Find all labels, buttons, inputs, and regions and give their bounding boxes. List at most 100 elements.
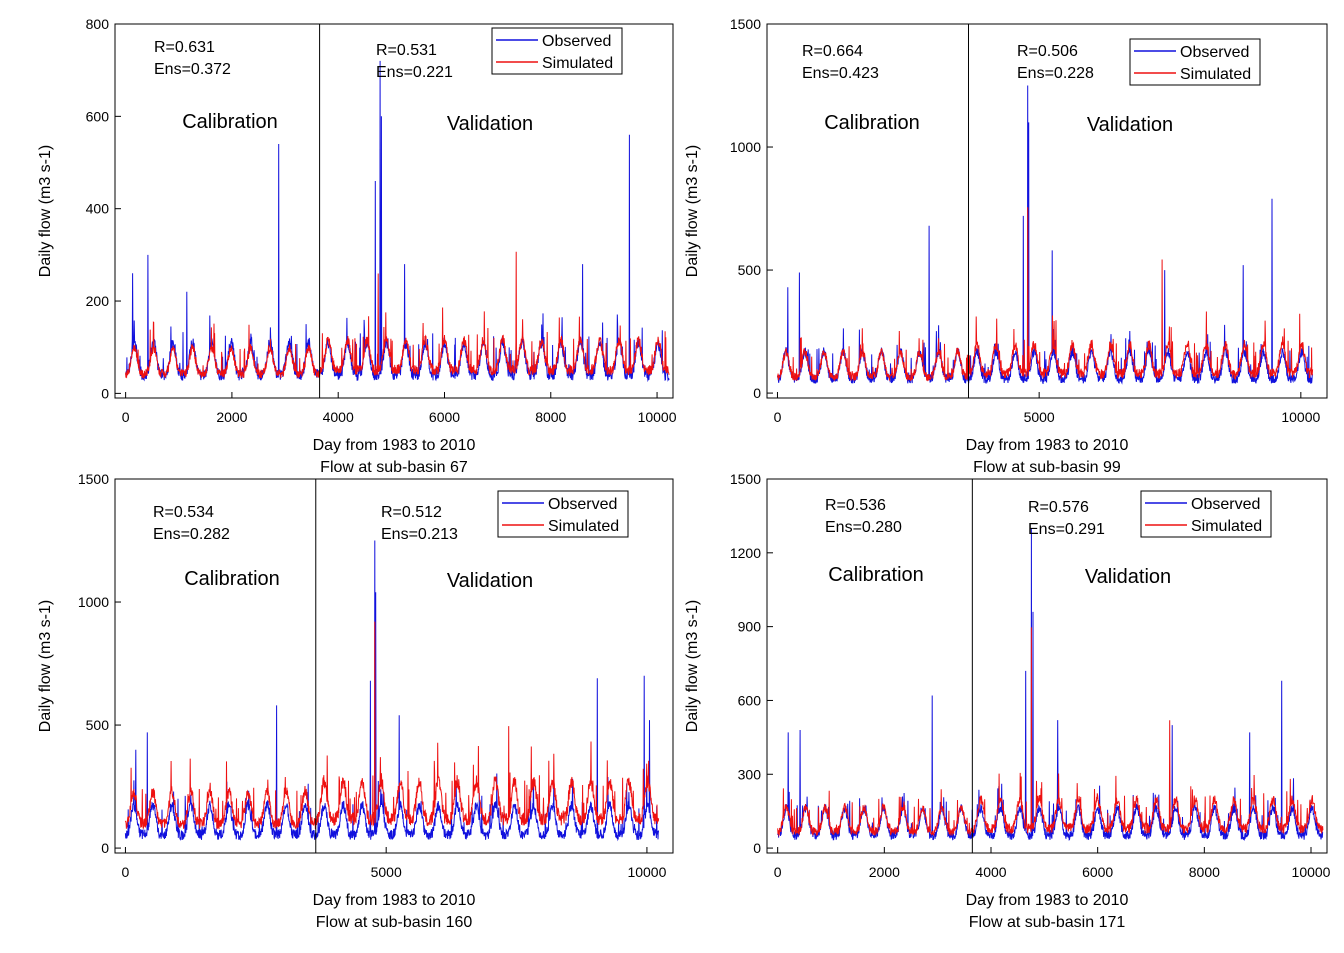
- x-tick-label: 10000: [638, 409, 677, 425]
- observed-series-line: [124, 540, 660, 842]
- y-axis-label: Daily flow (m3 s-1): [37, 600, 54, 732]
- legend-observed-label: Observed: [542, 33, 611, 50]
- legend: Observed Simulated: [491, 27, 623, 75]
- x-tick-label: 5000: [371, 864, 402, 880]
- calibration-label: Calibration: [828, 564, 924, 586]
- y-tick-label: 1000: [78, 594, 109, 610]
- x-tick-label: 6000: [429, 409, 460, 425]
- calibration-ens-stat: Ens=0.280: [825, 519, 902, 536]
- validation-r-stat: R=0.506: [1017, 43, 1078, 60]
- validation-r-stat: R=0.576: [1028, 499, 1089, 516]
- x-axis-label: Day from 1983 to 2010: [313, 437, 476, 454]
- x-tick-label: 10000: [1292, 864, 1331, 880]
- x-tick-label: 0: [774, 864, 782, 880]
- x-tick-label: 2000: [216, 409, 247, 425]
- validation-r-stat: R=0.531: [376, 42, 437, 59]
- calibration-label: Calibration: [824, 112, 920, 134]
- legend-observed-label: Observed: [1180, 44, 1249, 61]
- x-tick-label: 10000: [627, 864, 666, 880]
- y-tick-label: 0: [101, 385, 109, 401]
- plot-frame: [114, 478, 674, 854]
- y-tick-label: 300: [738, 766, 762, 782]
- calibration-r-stat: R=0.536: [825, 497, 886, 514]
- validation-ens-stat: Ens=0.291: [1028, 521, 1105, 538]
- calibration-label: Calibration: [182, 111, 278, 133]
- x-tick-label: 2000: [869, 864, 900, 880]
- calibration-ens-stat: Ens=0.282: [153, 526, 230, 543]
- legend: Observed Simulated: [1129, 38, 1261, 86]
- legend-box: [1129, 38, 1261, 86]
- y-tick-label: 1200: [730, 545, 761, 561]
- y-tick-label: 1000: [730, 139, 761, 155]
- y-tick-label: 900: [738, 619, 762, 635]
- chart-panel-4: 0 300 600 900 1200 1500 0 2000 4000 6000 8000 10000…: [684, 471, 1331, 931]
- calibration-r-stat: R=0.534: [153, 504, 214, 521]
- legend: Observed Simulated: [497, 490, 629, 538]
- calibration-ens-stat: Ens=0.372: [154, 61, 231, 78]
- legend-simulated-label: Simulated: [548, 518, 619, 535]
- y-tick-label: 400: [86, 201, 110, 217]
- calibration-r-stat: R=0.631: [154, 39, 215, 56]
- x-tick-label: 10000: [1281, 409, 1320, 425]
- x-tick-label: 0: [774, 409, 782, 425]
- calibration-ens-stat: Ens=0.423: [802, 65, 879, 82]
- x-tick-label: 4000: [975, 864, 1006, 880]
- x-tick-label: 8000: [535, 409, 566, 425]
- panel-caption: Flow at sub-basin 160: [316, 914, 473, 931]
- y-axis-label: Daily flow (m3 s-1): [684, 600, 701, 732]
- y-axis-label: Daily flow (m3 s-1): [684, 145, 701, 277]
- legend-simulated-label: Simulated: [542, 55, 613, 72]
- panel-caption: Flow at sub-basin 99: [973, 459, 1121, 476]
- legend-observed-label: Observed: [1191, 496, 1260, 513]
- x-tick-label: 0: [122, 864, 130, 880]
- x-tick-label: 5000: [1024, 409, 1055, 425]
- series-group: [125, 60, 670, 383]
- legend-observed-label: Observed: [548, 496, 617, 513]
- calibration-label: Calibration: [184, 568, 280, 590]
- y-tick-label: 200: [86, 293, 110, 309]
- validation-label: Validation: [1087, 114, 1173, 136]
- y-tick-label: 0: [753, 840, 761, 856]
- validation-ens-stat: Ens=0.221: [376, 64, 453, 81]
- panel-caption: Flow at sub-basin 67: [320, 459, 468, 476]
- legend-box: [1140, 490, 1272, 538]
- y-tick-label: 1500: [730, 471, 761, 487]
- legend-simulated-label: Simulated: [1191, 518, 1262, 535]
- y-tick-label: 0: [101, 840, 109, 856]
- y-axis-label: Daily flow (m3 s-1): [37, 145, 54, 277]
- y-tick-label: 800: [86, 16, 110, 32]
- x-tick-label: 8000: [1189, 864, 1220, 880]
- validation-ens-stat: Ens=0.213: [381, 526, 458, 543]
- simulated-series-line: [124, 621, 660, 830]
- y-tick-label: 1500: [78, 471, 109, 487]
- plot-frame: [766, 23, 1328, 399]
- x-axis-label: Day from 1983 to 2010: [313, 892, 476, 909]
- chart-panel-2: 0 500 1000 1500 0 5000 10000 Day from 1983 to 2…: [684, 16, 1328, 476]
- series-group: [777, 85, 1314, 385]
- observed-series-line: [777, 528, 1324, 841]
- validation-ens-stat: Ens=0.228: [1017, 65, 1094, 82]
- simulated-series-line: [777, 627, 1324, 837]
- x-tick-label: 0: [122, 409, 130, 425]
- legend: Observed Simulated: [1140, 490, 1272, 538]
- panel-caption: Flow at sub-basin 171: [969, 914, 1126, 931]
- x-axis-label: Day from 1983 to 2010: [966, 892, 1129, 909]
- series-group: [124, 540, 660, 842]
- y-tick-label: 1500: [730, 16, 761, 32]
- y-tick-label: 0: [753, 385, 761, 401]
- legend-simulated-label: Simulated: [1180, 66, 1251, 83]
- validation-label: Validation: [447, 570, 533, 592]
- y-tick-label: 500: [86, 717, 110, 733]
- x-tick-label: 4000: [323, 409, 354, 425]
- y-tick-label: 600: [86, 108, 110, 124]
- validation-label: Validation: [1085, 566, 1171, 588]
- validation-r-stat: R=0.512: [381, 504, 442, 521]
- series-group: [777, 528, 1324, 841]
- y-tick-label: 500: [738, 262, 762, 278]
- plot-frame: [114, 23, 674, 399]
- x-axis-label: Day from 1983 to 2010: [966, 437, 1129, 454]
- plot-frame: [766, 478, 1328, 854]
- legend-box: [491, 27, 623, 75]
